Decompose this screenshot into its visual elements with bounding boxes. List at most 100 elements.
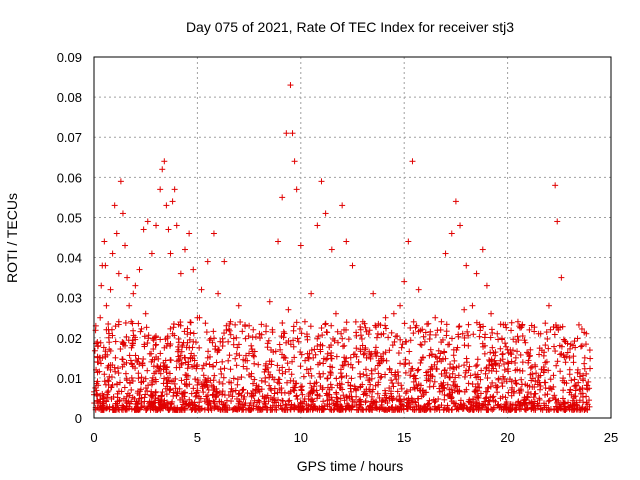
data-point (115, 321, 122, 328)
data-point (255, 361, 262, 368)
data-point (166, 370, 173, 377)
data-point (563, 353, 570, 360)
data-point (346, 404, 353, 411)
data-point (499, 383, 506, 390)
data-point (585, 378, 592, 385)
data-point (234, 376, 241, 383)
data-point (119, 210, 126, 217)
data-point (363, 392, 370, 399)
data-point (581, 329, 588, 336)
data-point (492, 398, 499, 405)
data-point (130, 290, 137, 297)
data-point (266, 298, 273, 305)
data-point (363, 386, 370, 393)
data-point (373, 334, 380, 341)
data-point (169, 198, 176, 205)
data-point (154, 364, 161, 371)
data-point (572, 382, 579, 389)
data-point (237, 319, 244, 326)
data-point (537, 386, 544, 393)
data-point (177, 319, 184, 326)
data-point (571, 405, 578, 412)
data-point (140, 226, 147, 233)
data-point (526, 326, 533, 333)
data-point (149, 392, 156, 399)
data-point (501, 366, 508, 373)
data-point (553, 406, 560, 413)
data-point (228, 385, 235, 392)
data-point (333, 389, 340, 396)
data-point (219, 380, 226, 387)
data-point (268, 346, 275, 353)
data-point (251, 376, 258, 383)
data-point (417, 405, 424, 412)
data-point (153, 222, 160, 229)
data-point (378, 401, 385, 408)
data-point (497, 395, 504, 402)
data-point (274, 379, 281, 386)
data-point (576, 386, 583, 393)
data-point (210, 230, 217, 237)
data-point (473, 270, 480, 277)
data-point (194, 377, 201, 384)
data-point (382, 387, 389, 394)
data-point (407, 404, 414, 411)
data-point (366, 376, 373, 383)
data-point (277, 346, 284, 353)
data-point (499, 379, 506, 386)
data-point (151, 403, 158, 410)
data-point (167, 325, 174, 332)
data-point (181, 354, 188, 361)
data-point (363, 354, 370, 361)
data-point (158, 393, 165, 400)
data-point (328, 384, 335, 391)
data-point (157, 370, 164, 377)
data-point (385, 334, 392, 341)
data-point (452, 403, 459, 410)
data-point (226, 379, 233, 386)
data-point (461, 373, 468, 380)
data-point (102, 262, 109, 269)
data-point (379, 397, 386, 404)
data-point (341, 397, 348, 404)
data-point (382, 390, 389, 397)
data-point (167, 340, 174, 347)
data-point (469, 302, 476, 309)
data-point (571, 376, 578, 383)
data-point (150, 346, 157, 353)
data-point (217, 366, 224, 373)
data-point (493, 368, 500, 375)
data-point (407, 337, 414, 344)
data-point (432, 314, 439, 321)
data-point (106, 346, 113, 353)
data-point (110, 393, 117, 400)
data-point (481, 350, 488, 357)
data-point (235, 341, 242, 348)
data-point (173, 222, 180, 229)
data-point (246, 402, 253, 409)
data-point (101, 371, 108, 378)
data-point (516, 323, 523, 330)
data-point (389, 397, 396, 404)
data-point (465, 332, 472, 339)
data-point (497, 345, 504, 352)
data-point (102, 381, 109, 388)
data-point (173, 364, 180, 371)
data-point (505, 360, 512, 367)
data-point (248, 405, 255, 412)
data-point (285, 306, 292, 313)
data-point (576, 397, 583, 404)
data-point (580, 399, 587, 406)
data-point (157, 186, 164, 193)
data-point (235, 391, 242, 398)
data-point (134, 401, 141, 408)
data-point (415, 328, 422, 335)
data-point (219, 391, 226, 398)
data-point (500, 321, 507, 328)
data-point (183, 376, 190, 383)
data-point (215, 290, 222, 297)
data-point (240, 386, 247, 393)
data-point (324, 350, 331, 357)
data-point (279, 351, 286, 358)
data-point (566, 354, 573, 361)
